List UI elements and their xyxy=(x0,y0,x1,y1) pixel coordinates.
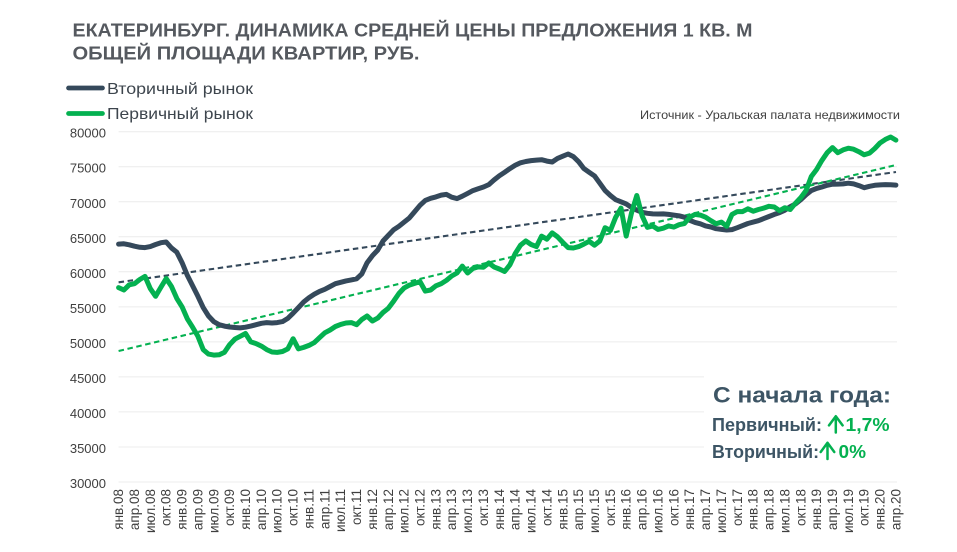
svg-text:янв.09: янв.09 xyxy=(175,489,190,530)
svg-text:30000: 30000 xyxy=(70,476,106,491)
svg-text:июл.11: июл.11 xyxy=(333,489,348,532)
svg-text:70000: 70000 xyxy=(70,196,106,211)
svg-text:янв.11: янв.11 xyxy=(302,489,317,529)
svg-text:75000: 75000 xyxy=(70,161,106,176)
svg-text:апр.17: апр.17 xyxy=(698,489,713,530)
svg-text:янв.15: янв.15 xyxy=(555,489,570,530)
svg-text:июл.15: июл.15 xyxy=(587,489,602,533)
svg-text:Первичный:: Первичный: xyxy=(712,414,822,435)
svg-text:апр.14: апр.14 xyxy=(508,489,523,531)
svg-text:июл.14: июл.14 xyxy=(524,489,539,534)
svg-text:янв.14: янв.14 xyxy=(492,489,507,530)
svg-text:янв.12: янв.12 xyxy=(365,489,380,530)
svg-text:окт.09: окт.09 xyxy=(222,489,237,526)
svg-text:60000: 60000 xyxy=(70,266,106,281)
svg-text:июл.13: июл.13 xyxy=(460,489,475,533)
svg-text:апр.16: апр.16 xyxy=(635,489,650,530)
svg-text:янв.18: янв.18 xyxy=(746,489,761,530)
svg-text:апр.09: апр.09 xyxy=(190,489,205,530)
svg-text:55000: 55000 xyxy=(70,301,106,316)
svg-text:янв.17: янв.17 xyxy=(682,489,697,530)
svg-text:янв.20: янв.20 xyxy=(873,489,888,530)
svg-text:35000: 35000 xyxy=(70,441,106,456)
svg-text:45000: 45000 xyxy=(70,371,106,386)
svg-text:янв.19: янв.19 xyxy=(809,489,824,530)
svg-text:С начала года:: С начала года: xyxy=(713,383,891,408)
svg-text:Вторичный:: Вторичный: xyxy=(712,441,819,462)
svg-text:янв.08: янв.08 xyxy=(111,489,126,530)
svg-text:июл.09: июл.09 xyxy=(206,489,221,533)
svg-text:янв.10: янв.10 xyxy=(238,489,253,530)
svg-text:50000: 50000 xyxy=(70,336,106,351)
svg-text:0%: 0% xyxy=(839,441,867,462)
svg-text:Источник - Уральская палата не: Источник - Уральская палата недвижимости xyxy=(640,108,900,122)
svg-text:янв.16: янв.16 xyxy=(619,489,634,530)
svg-text:Вторичный рынок: Вторичный рынок xyxy=(107,81,254,98)
svg-text:ЕКАТЕРИНБУРГ. ДИНАМИКА СРЕДНЕЙ: ЕКАТЕРИНБУРГ. ДИНАМИКА СРЕДНЕЙ ЦЕНЫ ПРЕД… xyxy=(73,19,753,40)
svg-text:окт.08: окт.08 xyxy=(159,489,174,526)
svg-text:апр.13: апр.13 xyxy=(444,489,459,530)
svg-text:окт.14: окт.14 xyxy=(539,489,554,527)
svg-text:окт.18: окт.18 xyxy=(793,489,808,526)
svg-text:июл.17: июл.17 xyxy=(714,489,729,533)
svg-text:апр.10: апр.10 xyxy=(254,489,269,530)
svg-text:июл.08: июл.08 xyxy=(143,489,158,533)
svg-text:1,7%: 1,7% xyxy=(846,414,890,435)
svg-text:апр.18: апр.18 xyxy=(762,489,777,530)
svg-text:окт.19: окт.19 xyxy=(857,489,872,526)
svg-text:июл.12: июл.12 xyxy=(397,489,412,533)
svg-text:окт.17: окт.17 xyxy=(730,489,745,526)
svg-text:65000: 65000 xyxy=(70,231,106,246)
svg-text:окт.12: окт.12 xyxy=(413,489,428,526)
svg-text:июл.19: июл.19 xyxy=(841,489,856,533)
svg-text:Первичный рынок: Первичный рынок xyxy=(107,106,254,123)
svg-text:июл.16: июл.16 xyxy=(651,489,666,533)
svg-text:апр.08: апр.08 xyxy=(127,489,142,530)
svg-text:окт.11: окт.11 xyxy=(349,489,364,525)
svg-text:апр.20: апр.20 xyxy=(888,489,903,530)
svg-text:июл.10: июл.10 xyxy=(270,489,285,533)
svg-text:окт.15: окт.15 xyxy=(603,489,618,526)
svg-text:апр.15: апр.15 xyxy=(571,489,586,530)
svg-text:окт.16: окт.16 xyxy=(666,489,681,526)
svg-text:июл.18: июл.18 xyxy=(777,489,792,533)
svg-text:40000: 40000 xyxy=(70,406,106,421)
svg-text:апр.19: апр.19 xyxy=(825,489,840,530)
svg-text:окт.10: окт.10 xyxy=(286,489,301,526)
svg-text:окт.13: окт.13 xyxy=(476,489,491,526)
svg-text:янв.13: янв.13 xyxy=(428,489,443,530)
svg-text:80000: 80000 xyxy=(70,126,106,141)
svg-text:апр.12: апр.12 xyxy=(381,489,396,530)
svg-text:апр.11: апр.11 xyxy=(317,489,332,529)
svg-text:ОБЩЕЙ ПЛОЩАДИ КВАРТИР, РУБ.: ОБЩЕЙ ПЛОЩАДИ КВАРТИР, РУБ. xyxy=(73,42,420,63)
